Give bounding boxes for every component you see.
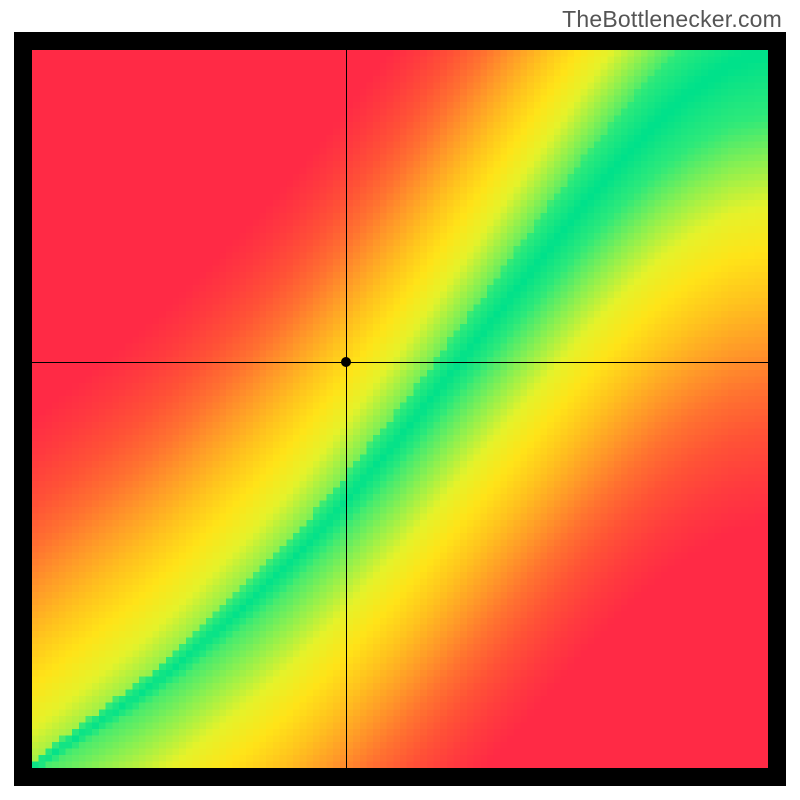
watermark-text: TheBottlenecker.com: [562, 6, 782, 33]
crosshair-marker: [341, 357, 351, 367]
plot-frame: [14, 32, 786, 786]
crosshair-vertical: [346, 50, 347, 768]
crosshair-horizontal: [32, 362, 768, 363]
heatmap-canvas: [32, 50, 768, 768]
plot-area: [32, 50, 768, 768]
